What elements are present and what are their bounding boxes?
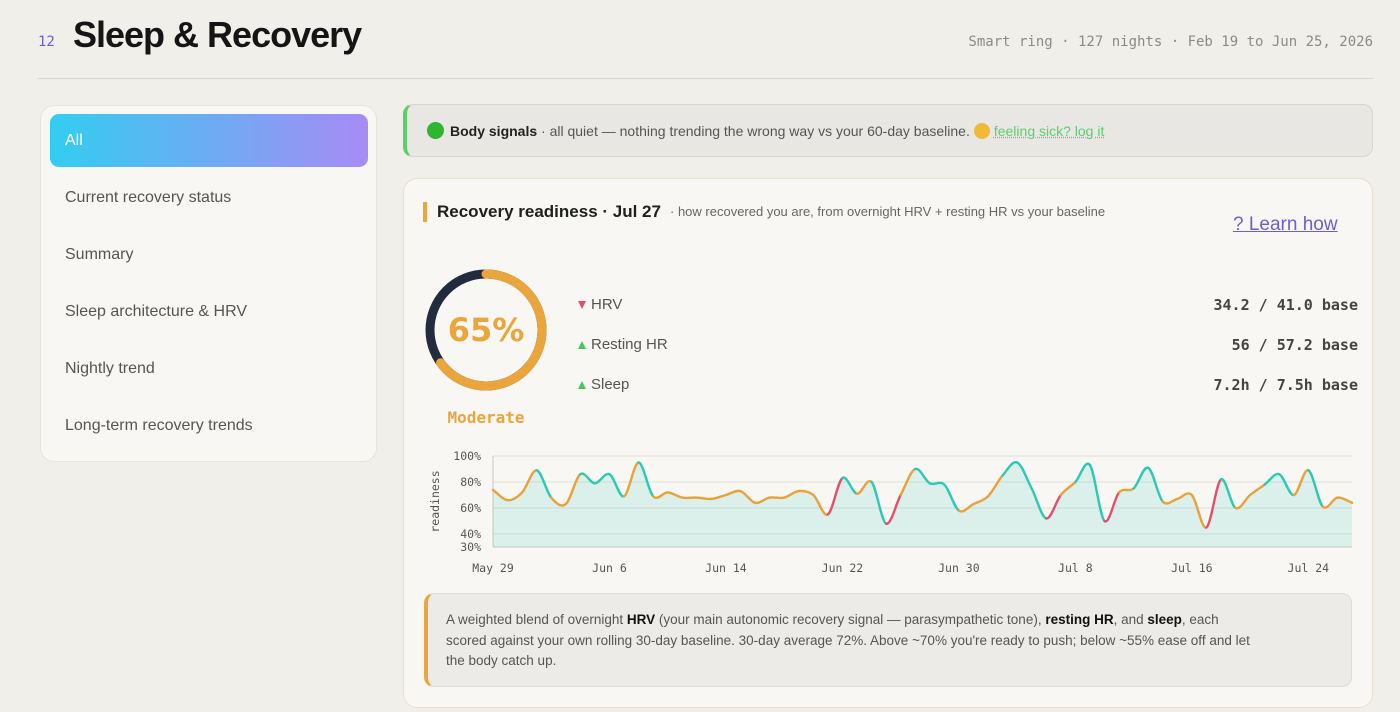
nav-item[interactable]: Nightly trend	[65, 360, 155, 377]
learn-text: Learn how	[1248, 214, 1338, 235]
nav-item[interactable]: Long-term recovery trends	[65, 417, 253, 434]
nav-item[interactable]: Summary	[65, 246, 134, 263]
learn-how-link[interactable]: ? Learn how	[1233, 214, 1338, 236]
note-text: , each scored against your own rolling 3…	[446, 612, 1250, 668]
card-title: Recovery readiness · Jul 27	[423, 202, 661, 222]
note-text: , and	[1113, 612, 1148, 627]
page-title: Sleep & Recovery	[73, 14, 362, 55]
banner-message: · all quiet — nothing trending the wrong…	[541, 123, 970, 139]
note-text: HRV	[626, 612, 656, 627]
nav-item[interactable]: Current recovery status	[65, 189, 232, 206]
metric-label: Resting HR	[591, 336, 668, 353]
note-text: sleep	[1147, 612, 1182, 627]
nav-item[interactable]: Sleep architecture & HRV	[65, 303, 248, 320]
metric-label: Sleep	[591, 376, 630, 393]
explanation-note: A weighted blend of overnight HRV (your …	[424, 593, 1352, 687]
note-text: resting HR	[1045, 612, 1114, 627]
divider	[38, 78, 1373, 79]
help-icon: ?	[1233, 214, 1244, 235]
card-subtitle: · how recovered you are, from overnight …	[670, 204, 1106, 219]
note-text: A weighted blend of overnight	[446, 612, 627, 627]
gauge-status: Moderate	[447, 408, 525, 427]
metric-value: 7.2h / 7.5h base	[1213, 376, 1359, 394]
section-number: 12	[38, 34, 55, 50]
sick-icon	[973, 123, 990, 139]
page-meta: Smart ring · 127 nights · Feb 19 to Jun …	[968, 34, 1373, 50]
banner-title: Body signals	[450, 123, 538, 139]
signal-banner: Body signals · all quiet — nothing trend…	[403, 104, 1373, 157]
metric-value: 56 / 57.2 base	[1231, 336, 1358, 354]
sidebar: All Current recovery status Summary Sleep a…	[40, 105, 377, 462]
note-text: (your main autonomic recovery signal — p…	[655, 612, 1046, 627]
log-sick-link[interactable]: feeling sick? log it	[993, 123, 1105, 139]
metric-value: 34.2 / 41.0 base	[1213, 296, 1359, 314]
nav-item[interactable]: All	[50, 114, 368, 167]
metric-label: HRV	[591, 296, 623, 313]
status-dot	[427, 122, 444, 139]
